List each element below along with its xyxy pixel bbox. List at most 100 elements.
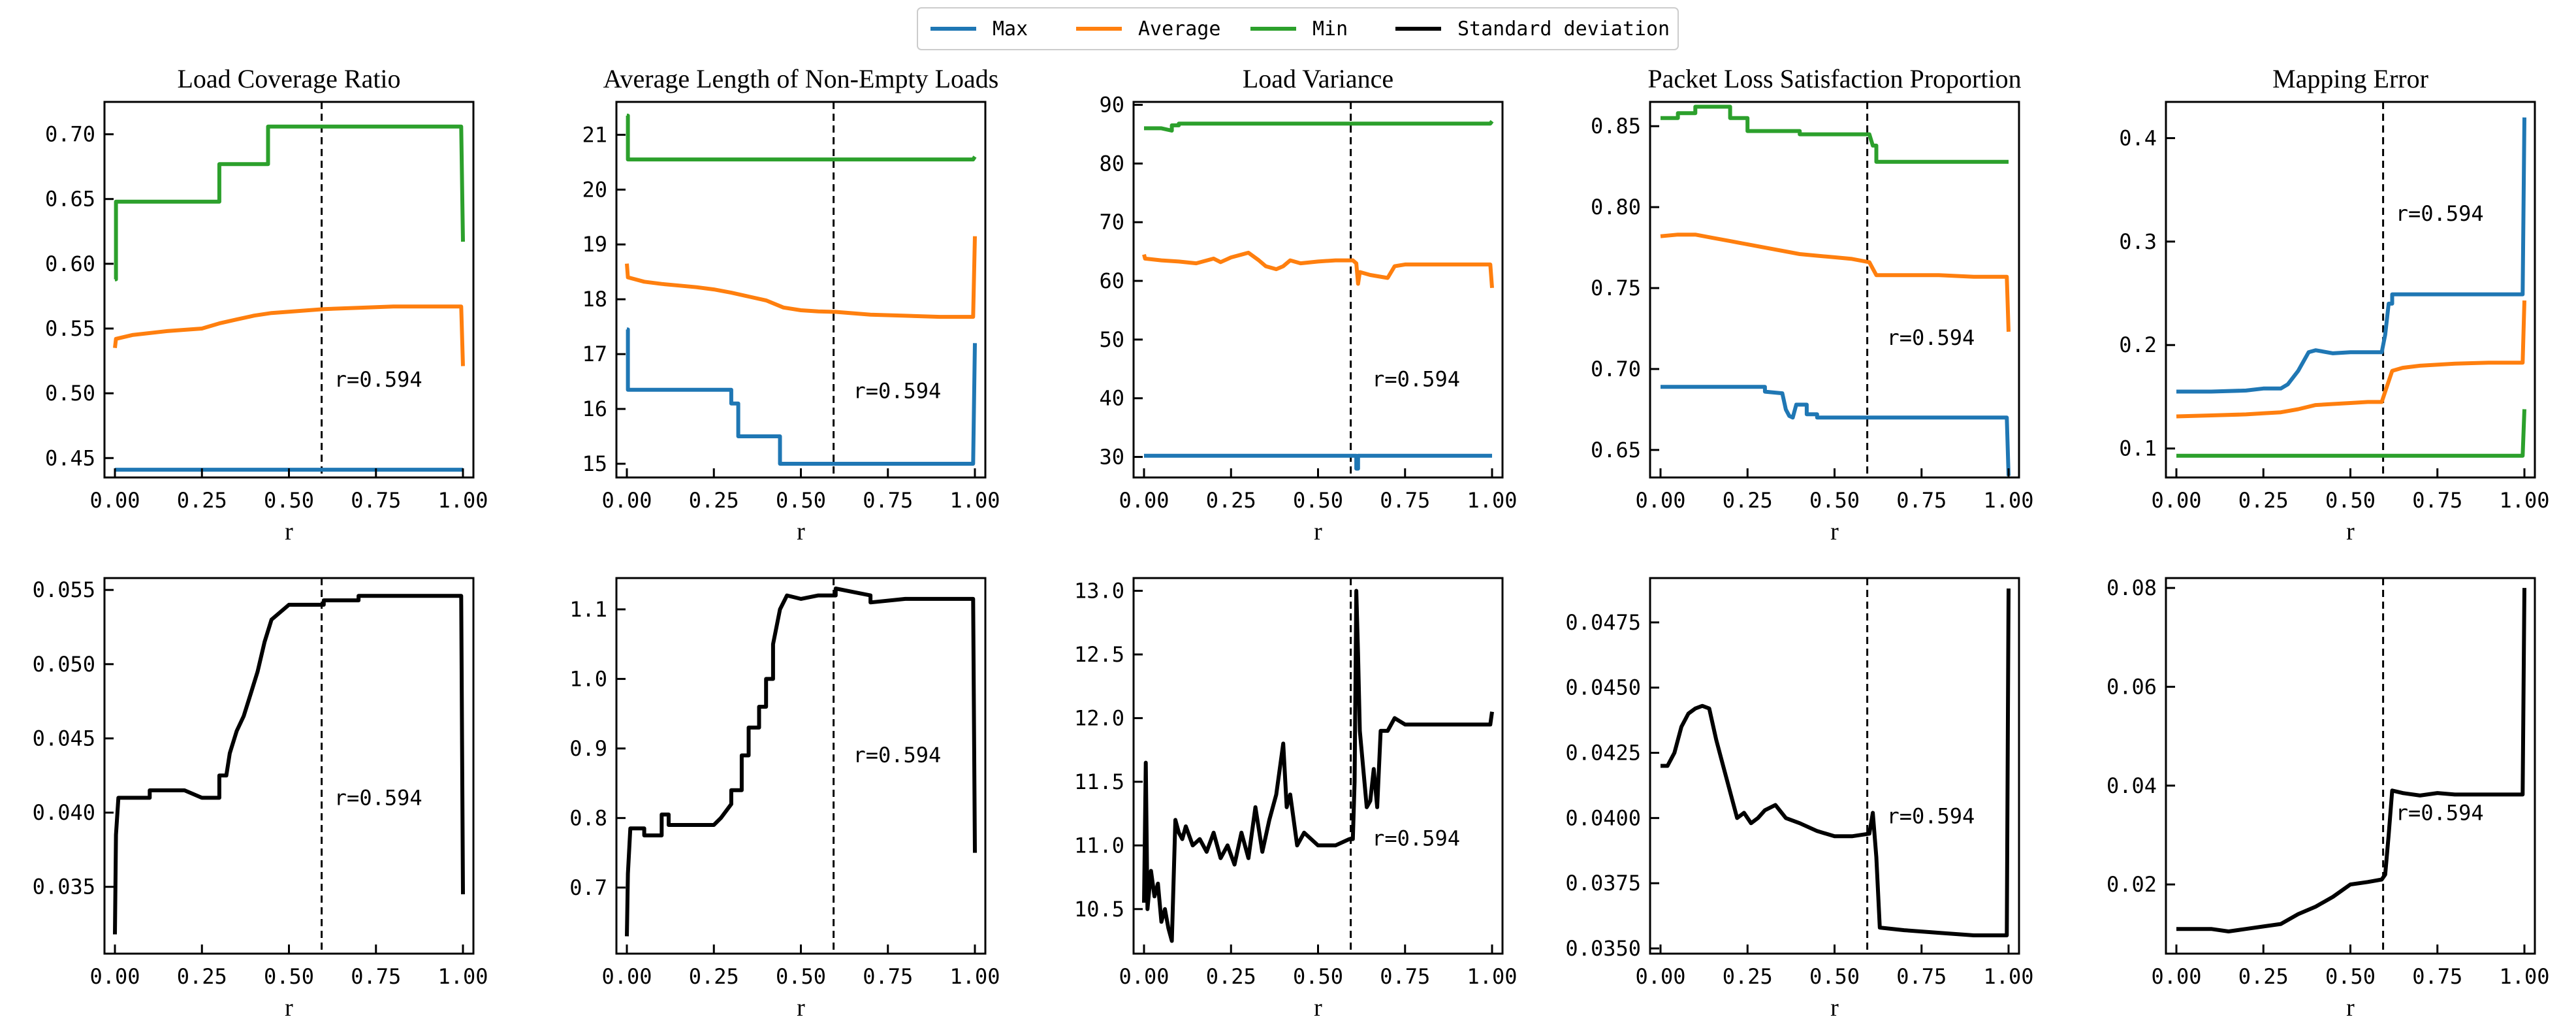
x-tick-label: 0.75: [1896, 964, 1947, 989]
x-tick-label: 1.00: [437, 964, 488, 989]
x-tick-label: 0.50: [2325, 488, 2376, 513]
y-tick-label: 0.2: [2119, 332, 2157, 357]
y-tick-label: 0.45: [45, 445, 95, 470]
y-tick-label: 0.70: [1591, 357, 1641, 381]
x-tick-label: 0.50: [1809, 964, 1860, 989]
x-tick-label: 0.50: [776, 488, 826, 513]
y-tick-label: 0.0475: [1565, 610, 1641, 635]
x-tick-label: 1.00: [1983, 488, 2033, 513]
chart-title: Mapping Error: [2272, 64, 2428, 93]
x-tick-label: 0.50: [264, 488, 314, 513]
legend-label-std: Standard deviation: [1457, 18, 1670, 40]
x-tick-label: 0.25: [1206, 964, 1256, 989]
y-tick-label: 90: [1099, 92, 1124, 117]
y-tick-label: 17: [582, 342, 607, 366]
x-axis-label: r: [1314, 994, 1322, 1017]
y-tick-label: 20: [582, 177, 607, 202]
series-standard-deviation: [113, 594, 465, 935]
series-max: [626, 327, 977, 466]
y-tick-label: 0.055: [33, 577, 95, 602]
series-average: [1660, 233, 2011, 332]
x-tick-label: 0.75: [1380, 964, 1430, 989]
threshold-annotation: r=0.594: [1372, 826, 1460, 850]
y-tick-label: 0.0425: [1565, 741, 1641, 766]
y-tick-label: 70: [1099, 210, 1124, 234]
series-min: [1143, 120, 1494, 133]
x-tick-label: 0.25: [177, 488, 227, 513]
series-average: [625, 236, 977, 319]
x-axis-label: r: [797, 994, 805, 1017]
x-axis-label: r: [2346, 994, 2355, 1017]
x-tick-label: 0.00: [1635, 488, 1685, 513]
panel-bottom-2: 0.7 0.8 0.9 1.0 1.1 0.00 0.25 0.50 0.75 1.00 r r=0.…: [569, 577, 1000, 1017]
panel-top-2: 15 16 17 18 19 20 21 0.00 0.25 0.50 0.75 1.00 r Avera…: [582, 64, 1000, 545]
legend-entry-min: Min: [1250, 18, 1348, 40]
panel-top-4: 0.65 0.70 0.75 0.80 0.85 0.00 0.25 0.50 0.75 1.00…: [1591, 64, 2034, 545]
y-tick-label: 0.50: [45, 381, 95, 406]
y-tick-label: 0.55: [45, 316, 95, 341]
threshold-annotation: r=0.594: [853, 743, 941, 767]
legend-label-average: Average: [1138, 18, 1220, 40]
x-tick-label: 0.25: [2238, 488, 2289, 513]
x-tick-label: 0.00: [2151, 488, 2201, 513]
y-tick-label: 30: [1099, 445, 1124, 470]
legend-label-min: Min: [1312, 18, 1348, 40]
y-tick-label: 0.70: [45, 122, 95, 147]
x-tick-label: 1.00: [437, 488, 488, 513]
x-tick-label: 0.75: [1896, 488, 1947, 513]
x-tick-label: 0.50: [264, 964, 314, 989]
y-tick-label: 10.5: [1074, 897, 1124, 922]
y-tick-label: 1.1: [569, 597, 607, 622]
threshold-annotation: r=0.594: [2396, 201, 2484, 226]
series-standard-deviation: [625, 587, 977, 937]
series-standard-deviation: [1661, 588, 2011, 937]
y-tick-label: 12.0: [1074, 705, 1124, 730]
x-tick-label: 0.50: [1293, 964, 1343, 989]
legend-entry-max: Max: [930, 18, 1028, 40]
y-tick-label: 0.4: [2119, 125, 2157, 150]
x-tick-label: 1.00: [1467, 488, 1517, 513]
y-tick-label: 19: [582, 232, 607, 257]
series-standard-deviation: [1142, 589, 1494, 943]
y-tick-label: 0.0375: [1565, 871, 1641, 896]
y-tick-label: 80: [1099, 151, 1124, 176]
y-tick-label: 13.0: [1074, 578, 1124, 603]
x-tick-label: 0.25: [1206, 488, 1256, 513]
x-tick-label: 0.75: [351, 964, 401, 989]
x-tick-label: 0.00: [2151, 964, 2201, 989]
y-tick-label: 11.5: [1074, 769, 1124, 794]
y-tick-label: 0.0450: [1565, 675, 1641, 700]
x-tick-label: 0.75: [863, 488, 913, 513]
threshold-annotation: r=0.594: [334, 367, 422, 392]
series-min: [626, 114, 977, 162]
x-tick-label: 0.25: [689, 488, 739, 513]
y-tick-label: 60: [1099, 268, 1124, 293]
panel-top-1: 0.45 0.50 0.55 0.60 0.65 0.70 0.00 0.25 0.50 0.75…: [45, 64, 488, 545]
x-tick-label: 0.00: [89, 488, 140, 513]
x-tick-label: 0.50: [1293, 488, 1343, 513]
series-average: [2176, 300, 2526, 419]
y-tick-label: 0.7: [569, 875, 607, 900]
y-tick-label: 0.85: [1591, 114, 1641, 138]
legend-entry-average: Average: [1076, 18, 1220, 40]
x-tick-label: 1.00: [2499, 488, 2549, 513]
y-tick-label: 0.8: [569, 805, 607, 830]
series-min: [114, 124, 465, 282]
y-tick-label: 0.050: [33, 652, 95, 677]
y-tick-label: 0.65: [45, 187, 95, 212]
panel-bottom-4: 0.0350 0.0375 0.0400 0.0425 0.0450 0.0475 0.00…: [1565, 577, 2034, 1017]
y-tick-label: 0.08: [2107, 575, 2157, 600]
series-min: [1661, 105, 2009, 164]
legend-label-max: Max: [993, 18, 1028, 40]
y-tick-label: 0.045: [33, 726, 95, 751]
y-tick-label: 0.06: [2107, 674, 2157, 699]
x-tick-label: 0.00: [1635, 964, 1685, 989]
x-axis-label: r: [1314, 518, 1322, 545]
y-tick-label: 0.75: [1591, 276, 1641, 300]
y-tick-label: 0.80: [1591, 195, 1641, 219]
y-tick-label: 0.65: [1591, 438, 1641, 462]
threshold-annotation: r=0.594: [1886, 803, 1975, 828]
chart-title: Load Variance: [1243, 64, 1393, 93]
